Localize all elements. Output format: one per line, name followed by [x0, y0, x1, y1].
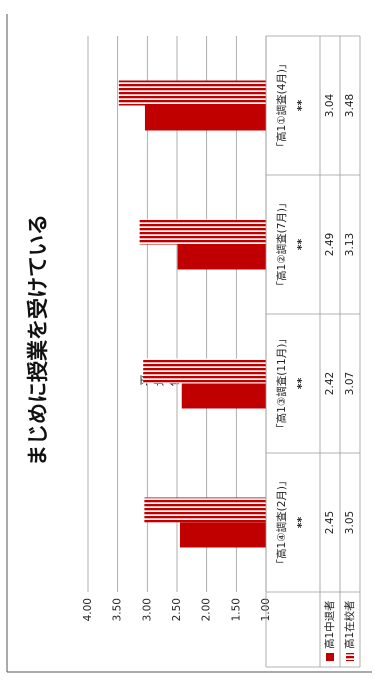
- y-tick-label: 2.00: [201, 598, 213, 621]
- bar-enrolled: [139, 219, 266, 245]
- data-value-label: 3.48: [344, 94, 356, 117]
- bar-enrolled: [143, 358, 266, 384]
- chart-title: まじめに授業を受けている: [26, 214, 50, 466]
- data-value-label: 2.45: [324, 511, 336, 534]
- category-label: 「高1④調査(2月)」: [275, 476, 288, 570]
- significance-label: **: [295, 100, 308, 112]
- legend-label: 高1中退者: [323, 600, 336, 649]
- bar-dropout: [179, 522, 266, 548]
- y-tick-label: 3.50: [112, 598, 124, 621]
- bar-dropout: [177, 244, 266, 270]
- bar-dropout: [181, 383, 266, 409]
- bar-enrolled: [144, 497, 266, 523]
- legend-swatch: [326, 653, 334, 661]
- significance-label: **: [295, 378, 308, 390]
- bar-dropout: [144, 105, 266, 131]
- data-value-label: 2.42: [324, 372, 336, 395]
- data-value-label: 3.13: [344, 233, 356, 256]
- y-tick-label: 4.00: [82, 598, 94, 621]
- y-tick-label: 2.50: [171, 598, 183, 621]
- significance-label: **: [295, 517, 308, 529]
- category-label: 「高1③調査(11月)」: [275, 333, 288, 434]
- significance-label: **: [295, 239, 308, 251]
- data-value-label: 2.49: [324, 233, 336, 256]
- category-label: 「高1②調査(7月)」: [275, 198, 288, 292]
- data-value-label: 3.04: [324, 93, 336, 117]
- y-tick-label: 3.00: [141, 598, 153, 621]
- data-value-label: 3.07: [344, 372, 356, 395]
- legend-label: 高1在校者: [343, 600, 356, 649]
- legend-swatch: [346, 653, 354, 661]
- data-value-label: 3.05: [344, 511, 356, 534]
- bar-enrolled: [118, 80, 266, 106]
- y-tick-label: 1.50: [230, 598, 242, 621]
- category-label: 「高1①調査(4月)」: [275, 59, 288, 153]
